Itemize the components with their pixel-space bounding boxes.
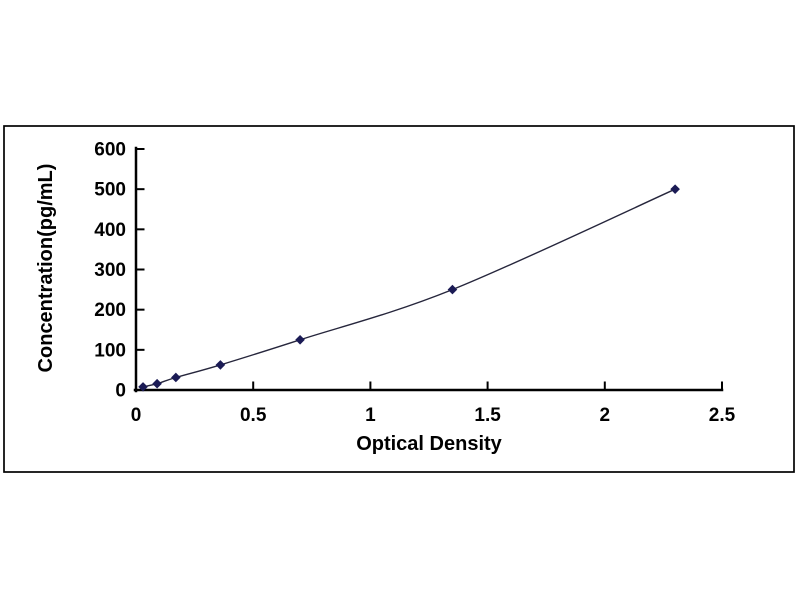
y-tick-label: 100	[94, 340, 126, 361]
x-tick-label: 0.5	[240, 405, 267, 426]
x-axis-title: Optical Density	[356, 433, 502, 455]
y-axis-title: Concentration(pg/mL)	[35, 164, 57, 373]
data-point-marker	[152, 378, 162, 389]
y-tick-label: 300	[94, 260, 126, 281]
x-tick-label: 1	[365, 405, 376, 426]
x-tick-label: 2	[600, 405, 611, 426]
x-tick-label: 0	[131, 405, 142, 426]
data-point-marker	[138, 382, 148, 392]
y-tick-label: 600	[94, 140, 126, 161]
data-point-marker	[670, 184, 680, 194]
data-point-marker	[447, 284, 458, 295]
y-tick-label: 400	[94, 220, 126, 241]
data-point-marker	[171, 372, 181, 383]
x-tick-label: 1.5	[474, 405, 501, 426]
y-tick-label: 500	[94, 180, 126, 201]
y-tick-label: 0	[115, 381, 126, 402]
data-point-marker	[215, 360, 226, 370]
chart-frame	[3, 125, 795, 473]
data-point-marker	[295, 334, 305, 345]
plot-area: 0 100 200 300 400 500 600 0 0.5 1 1.5 2 2.5	[94, 140, 735, 427]
y-tick-label: 200	[94, 300, 126, 321]
x-tick-label: 2.5	[709, 405, 736, 426]
